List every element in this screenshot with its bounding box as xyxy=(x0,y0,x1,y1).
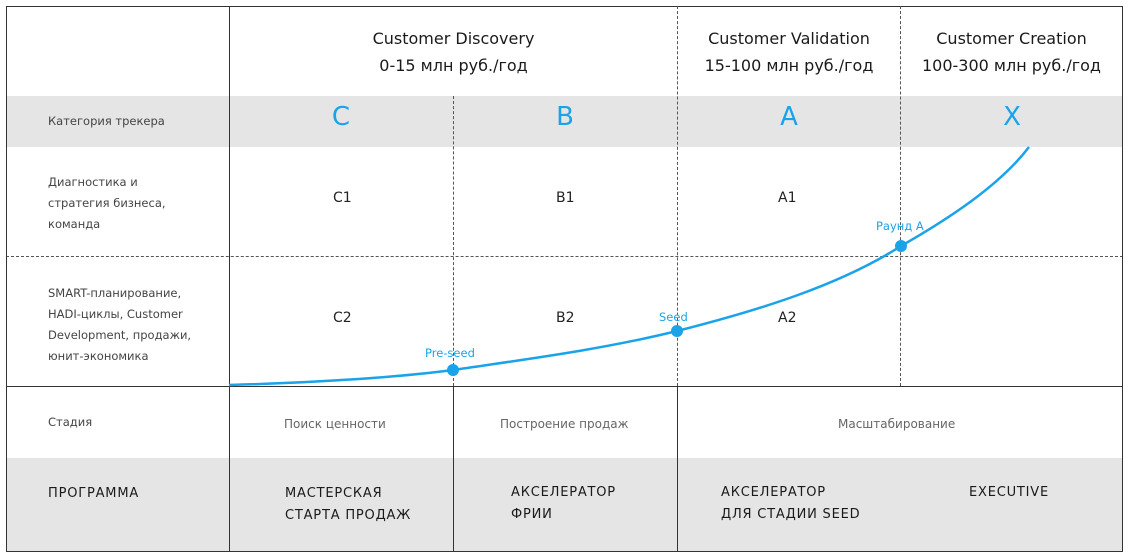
stage-scaling: Масштабирование xyxy=(838,417,956,431)
phase-creation-revenue: 100-300 млн руб./год xyxy=(921,56,1101,75)
cell-b1: B1 xyxy=(556,190,575,206)
diagnostics-label-line: стратегия бизнеса, xyxy=(48,196,166,210)
stage-value-search: Поиск ценности xyxy=(284,417,386,431)
program-seed-line: ДЛЯ СТАДИИ SEED xyxy=(721,507,861,522)
outer-left-border xyxy=(6,6,7,551)
planning-label-line: HADI-циклы, Customer xyxy=(48,307,183,321)
program-executive: EXECUTIVE xyxy=(969,482,1049,504)
round-label-seed: Seed xyxy=(659,310,688,324)
program-workshop-line: МАСТЕРСКАЯ xyxy=(285,486,383,501)
stage-row-label: Стадия xyxy=(48,412,92,433)
planning-label-line: юнит-экономика xyxy=(48,349,149,363)
program-workshop: МАСТЕРСКАЯ СТАРТА ПРОДАЖ xyxy=(285,483,411,527)
bottom-border xyxy=(6,551,1123,552)
column-divider-ax xyxy=(900,6,901,386)
cell-a2: A2 xyxy=(778,310,797,326)
column-divider-ba xyxy=(677,6,678,386)
phase-creation: Customer Creation 100-300 млн руб./год xyxy=(901,25,1122,79)
planning-label-line: Development, продажи, xyxy=(48,328,192,342)
program-seed-line: АКСЕЛЕРАТОР xyxy=(721,485,826,500)
planning-label-line: SMART-планирование, xyxy=(48,286,182,300)
category-band xyxy=(6,96,1123,147)
program-frii-accelerator: АКСЕЛЕРАТОР ФРИИ xyxy=(511,482,616,526)
category-row-label: Категория трекера xyxy=(48,111,165,132)
column-divider-cb-lower xyxy=(453,386,454,551)
program-executive-text: EXECUTIVE xyxy=(969,485,1050,500)
phase-validation-title: Customer Validation xyxy=(708,29,870,48)
phase-discovery-title: Customer Discovery xyxy=(372,29,535,48)
label-column-divider xyxy=(229,6,230,551)
planning-row-label: SMART-планирование, HADI-циклы, Customer… xyxy=(48,283,191,367)
outer-right-border xyxy=(1122,6,1123,551)
diagnostics-row-label: Диагностика и стратегия бизнеса, команда xyxy=(48,172,166,235)
program-frii-line: АКСЕЛЕРАТОР xyxy=(511,485,616,500)
round-label-round-a: Раунд А xyxy=(876,219,924,233)
phase-validation-revenue: 15-100 млн руб./год xyxy=(704,56,874,75)
category-letter-a: A xyxy=(780,102,798,132)
cell-c1: C1 xyxy=(333,190,352,206)
round-label-preseed: Pre-seed xyxy=(425,346,475,360)
stage-row-label-text: Стадия xyxy=(48,415,93,429)
round-marker-preseed xyxy=(447,364,459,376)
stage-divider xyxy=(6,386,1123,387)
stage-sales-building: Построение продаж xyxy=(500,417,629,431)
program-row-label-text: ПРОГРАММА xyxy=(48,486,140,501)
program-row-label: ПРОГРАММА xyxy=(48,483,139,504)
category-letter-x: X xyxy=(1003,102,1021,132)
round-marker-round-a xyxy=(895,240,907,252)
category-letter-c: C xyxy=(331,102,351,132)
round-marker-seed xyxy=(671,325,683,337)
cell-a1: A1 xyxy=(778,190,797,206)
phase-discovery-revenue: 0-15 млн руб./год xyxy=(379,56,528,75)
column-divider-cb xyxy=(453,96,454,386)
cell-c2: C2 xyxy=(333,310,352,326)
top-border xyxy=(6,6,1123,7)
program-band xyxy=(6,458,1123,551)
row-divider xyxy=(6,256,1123,257)
program-seed-accelerator: АКСЕЛЕРАТОР ДЛЯ СТАДИИ SEED xyxy=(721,482,860,526)
program-frii-line: ФРИИ xyxy=(511,507,553,522)
column-divider-ba-lower xyxy=(677,386,678,551)
category-letter-b: B xyxy=(556,102,574,132)
program-workshop-line: СТАРТА ПРОДАЖ xyxy=(285,508,412,523)
category-row-label-text: Категория трекера xyxy=(48,114,165,128)
growth-curve xyxy=(228,146,1030,387)
phase-discovery: Customer Discovery 0-15 млн руб./год xyxy=(230,25,677,79)
cell-b2: B2 xyxy=(556,310,575,326)
diagnostics-label-line: команда xyxy=(48,217,101,231)
phase-creation-title: Customer Creation xyxy=(936,29,1087,48)
diagnostics-label-line: Диагностика и xyxy=(48,175,138,189)
phase-validation: Customer Validation 15-100 млн руб./год xyxy=(678,25,900,79)
